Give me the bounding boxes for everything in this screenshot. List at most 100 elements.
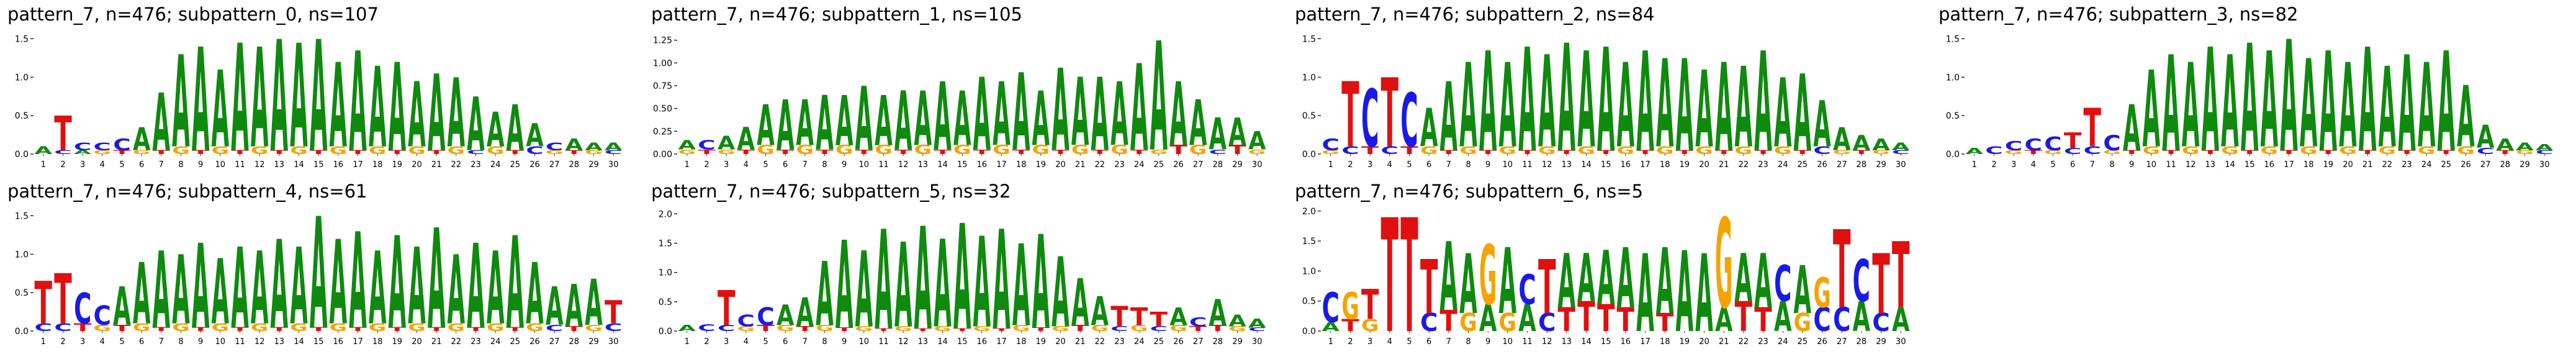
logo-letter-G: G bbox=[2339, 144, 2357, 157]
logo-letter-T: T bbox=[1735, 293, 1753, 341]
logo-letter-A: A bbox=[290, 226, 308, 348]
x-tick-label: 22 bbox=[1095, 160, 1106, 170]
logo-letter-T: T bbox=[1715, 149, 1734, 155]
x-tick-label: 10 bbox=[1503, 337, 1513, 347]
x-tick-label: 8 bbox=[822, 160, 827, 170]
logo-letter-C: C bbox=[1853, 248, 1871, 315]
x-tick-label: 4 bbox=[100, 160, 105, 170]
logo-letter-A: A bbox=[1322, 320, 1341, 334]
logo-letter-A: A bbox=[973, 57, 991, 171]
logo-letter-A: A bbox=[2477, 119, 2495, 155]
logo-letter-T: T bbox=[835, 327, 855, 332]
x-tick-label: 28 bbox=[569, 160, 580, 170]
logo-letter-A: A bbox=[1872, 135, 1890, 154]
logo-letter-A: A bbox=[1499, 39, 1517, 171]
logo-letter-A: A bbox=[2300, 34, 2318, 171]
x-tick-label: 26 bbox=[2461, 160, 2471, 170]
y-tick-label: 1.5 bbox=[15, 211, 29, 221]
x-tick-label: 5 bbox=[1407, 160, 1412, 170]
logo-letter-A: A bbox=[1715, 301, 1733, 339]
plot-background bbox=[644, 202, 1273, 348]
logo-letter-T: T bbox=[113, 149, 132, 155]
logo-letter-A: A bbox=[1636, 25, 1654, 171]
logo-letter-T: T bbox=[1538, 245, 1556, 331]
logo-letter-A: A bbox=[1150, 25, 1168, 171]
x-tick-label: 14 bbox=[1581, 337, 1592, 347]
x-tick-label: 2 bbox=[1991, 160, 1996, 170]
logo-letter-C: C bbox=[737, 312, 755, 331]
x-tick-label: 22 bbox=[451, 337, 462, 347]
x-tick-label: 15 bbox=[313, 337, 324, 347]
x-tick-label: 24 bbox=[1134, 337, 1145, 347]
x-tick-label: 1 bbox=[685, 160, 690, 170]
logo-letter-A: A bbox=[310, 202, 328, 348]
logo-letter-G: G bbox=[290, 144, 308, 157]
logo-letter-C: C bbox=[2005, 138, 2023, 153]
logo-letter-A: A bbox=[2457, 68, 2475, 166]
x-tick-label: 5 bbox=[1407, 337, 1412, 347]
x-tick-label: 16 bbox=[977, 160, 988, 170]
logo-letter-A: A bbox=[678, 138, 696, 153]
logo-letter-C: C bbox=[1322, 284, 1340, 332]
logo-letter-T: T bbox=[2320, 149, 2338, 155]
logo-letter-A: A bbox=[1794, 252, 1812, 329]
x-tick-label: 22 bbox=[1095, 337, 1106, 347]
x-tick-label: 2 bbox=[60, 160, 65, 170]
x-tick-label: 1 bbox=[1972, 160, 1977, 170]
y-tick-label: 0.0 bbox=[659, 327, 672, 337]
logo-letter-G: G bbox=[2044, 149, 2062, 155]
logo-letter-G: G bbox=[1617, 144, 1635, 157]
y-tick-label: 0.5 bbox=[1302, 297, 1316, 307]
empty-cell bbox=[1931, 177, 2575, 354]
logo-letter-A: A bbox=[231, 225, 249, 348]
x-tick-label: 7 bbox=[1446, 160, 1451, 170]
logo-letter-A: A bbox=[74, 149, 92, 155]
x-tick-label: 28 bbox=[2500, 160, 2511, 170]
y-tick-label: 1.5 bbox=[1302, 237, 1316, 247]
logo-letter-A: A bbox=[855, 230, 873, 349]
x-tick-label: 4 bbox=[100, 337, 105, 347]
logo-letter-A: A bbox=[1538, 29, 1556, 171]
x-tick-label: 6 bbox=[1426, 337, 1431, 347]
logo-letter-T: T bbox=[718, 281, 736, 337]
x-tick-label: 19 bbox=[392, 160, 403, 170]
logo-letter-A: A bbox=[835, 81, 853, 161]
y-tick-label: 2.0 bbox=[659, 209, 672, 219]
logo-letter-A: A bbox=[2162, 28, 2180, 171]
logo-letter-A: A bbox=[2123, 92, 2141, 165]
logo-letter-A: A bbox=[1715, 38, 1733, 171]
logo-letter-A: A bbox=[1656, 230, 1674, 335]
x-tick-label: 12 bbox=[898, 160, 909, 170]
y-tick-label: 0.00 bbox=[653, 150, 672, 160]
x-tick-label: 1 bbox=[685, 337, 690, 347]
x-tick-label: 24 bbox=[1778, 160, 1788, 170]
x-tick-label: 26 bbox=[1173, 160, 1184, 170]
x-tick-label: 15 bbox=[2245, 160, 2255, 170]
x-tick-label: 9 bbox=[1485, 337, 1490, 347]
x-tick-label: 4 bbox=[1387, 160, 1392, 170]
x-tick-label: 25 bbox=[1798, 160, 1808, 170]
logo-letter-A: A bbox=[1754, 238, 1772, 325]
plot-background bbox=[1931, 25, 2560, 171]
y-tick-label: 1.5 bbox=[659, 239, 672, 249]
x-tick-label: 27 bbox=[1837, 160, 1847, 170]
logo-letter-T: T bbox=[565, 149, 584, 155]
logo-letter-A: A bbox=[973, 212, 991, 349]
logo-letter-G: G bbox=[1322, 149, 1340, 155]
x-tick-label: 8 bbox=[178, 337, 183, 347]
logo-letter-G: G bbox=[172, 144, 190, 157]
y-tick-label: 1.0 bbox=[15, 250, 29, 260]
x-tick-label: 5 bbox=[2050, 160, 2055, 170]
logo-letter-A: A bbox=[1676, 33, 1694, 171]
logo-letter-T: T bbox=[934, 149, 952, 156]
logo-letter-A: A bbox=[777, 299, 795, 332]
logo-letter-A: A bbox=[1189, 87, 1207, 160]
logo-letter-C: C bbox=[35, 321, 53, 334]
logo-letter-A: A bbox=[133, 121, 151, 158]
logo-letter-T: T bbox=[2280, 149, 2299, 155]
logo-letter-T: T bbox=[74, 321, 92, 334]
logo-letter-C: C bbox=[605, 321, 623, 334]
x-tick-label: 26 bbox=[1817, 160, 1827, 170]
logo-letter-A: A bbox=[2280, 25, 2298, 171]
logo-chart-cell: pattern_7, n=476; subpattern_2, ns=84 0.0… bbox=[1287, 0, 1931, 177]
